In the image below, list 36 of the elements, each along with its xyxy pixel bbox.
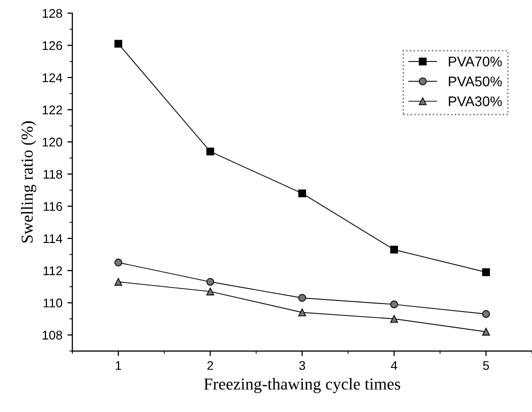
point xyxy=(482,328,490,336)
point xyxy=(298,308,306,316)
y-tick-label: 126 xyxy=(42,41,62,50)
y-tick-label: 112 xyxy=(44,266,62,276)
point xyxy=(114,258,122,266)
point xyxy=(390,314,398,323)
point xyxy=(482,268,490,276)
point xyxy=(298,189,306,198)
y-tick-label: 128 xyxy=(42,8,62,18)
x-axis-title: Freezing-thawing cycle times xyxy=(204,378,400,394)
y-axis-title: Swelling ratio (%) xyxy=(21,121,36,243)
legend-label: PVA50% xyxy=(448,76,502,86)
point xyxy=(206,288,214,296)
point xyxy=(298,294,306,302)
x-tick-label: 2 xyxy=(207,361,214,370)
point xyxy=(482,310,490,318)
x-tick-label: 1 xyxy=(116,361,122,370)
y-tick-label: 120 xyxy=(42,138,62,147)
y-tick-label: 118 xyxy=(44,170,62,179)
x-tick-label: 3 xyxy=(299,361,306,370)
point xyxy=(390,246,398,254)
y-tick-label: 116 xyxy=(44,202,62,211)
point xyxy=(206,278,214,286)
point xyxy=(390,300,398,308)
point xyxy=(114,278,122,286)
y-tick-label: 122 xyxy=(42,106,62,114)
x-tick-label: 4 xyxy=(390,361,398,370)
y-tick-label: 110 xyxy=(44,298,62,308)
legend-label: PVA30% xyxy=(448,96,502,106)
x-tick-label: 5 xyxy=(483,361,489,370)
point xyxy=(114,40,122,48)
y-tick-label: 124 xyxy=(42,73,62,82)
y-tick-label: 114 xyxy=(44,234,62,243)
y-tick-label: 108 xyxy=(42,330,62,340)
point xyxy=(206,148,214,156)
legend-label: PVA70% xyxy=(448,56,502,66)
